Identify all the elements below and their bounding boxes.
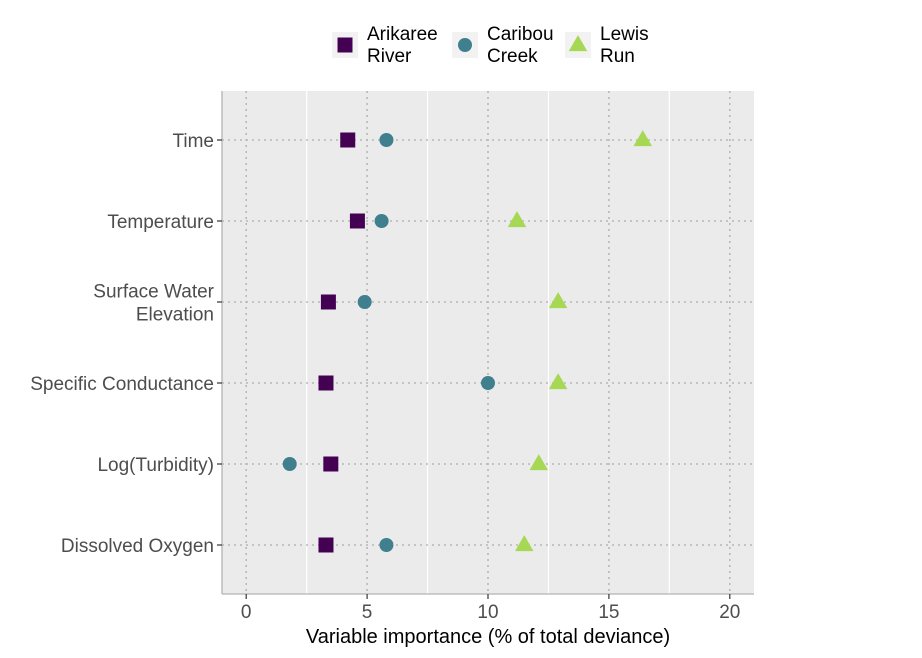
legend-label-line: Arikaree [367,24,438,45]
legend-label: Lewis Run [600,24,649,67]
x-tick-label: 0 [241,602,252,623]
legend-marker-square [337,37,353,53]
data-point-circle [357,295,372,309]
legend-label: Caribou Creek [487,24,554,67]
legend-label-line: Lewis [600,24,649,45]
data-point-triangle [633,130,653,147]
y-tick-label-line: Specific Conductance [30,374,214,395]
data-point-circle [282,457,297,471]
data-point-circle [374,214,389,228]
data-point-circle [379,133,394,147]
y-tick-label-line: Temperature [107,212,214,233]
legend-marker-triangle [568,35,588,52]
x-tick-label: 20 [719,602,740,623]
y-tick-label-line: Log(Turbidity) [97,455,214,476]
data-points [282,130,653,553]
legend-label-line: Caribou [487,24,554,45]
data-point-circle [379,538,394,552]
legend-label-line: River [367,46,412,67]
x-tick-label: 15 [598,602,619,623]
legend-marker-circle [458,38,472,52]
x-axis: 0 5 10 15 20 [222,593,754,623]
data-point-triangle [548,373,568,390]
legend: Arikaree River Caribou Creek Lewis Run [332,24,649,67]
y-tick-label: Surface Water Elevation [93,282,214,326]
y-tick-label: Dissolved Oxygen [61,536,214,557]
data-point-square [318,537,334,553]
x-tick-label: 10 [477,602,498,623]
x-tick-label: 5 [362,602,373,623]
data-point-square [318,375,334,391]
data-point-triangle [507,211,527,228]
legend-label: Arikaree River [367,24,438,67]
data-point-triangle [515,535,534,552]
data-point-circle [481,376,495,390]
x-axis-title: Variable importance (% of total deviance… [306,626,670,648]
plot-panel [222,91,754,594]
y-tick-label: Specific Conductance [30,374,214,395]
data-point-square [349,213,365,229]
y-tick-label-line: Surface Water [93,282,214,303]
legend-label-line: Creek [487,46,538,67]
data-point-triangle [529,454,549,471]
data-point-square [323,456,339,472]
data-point-square [320,294,336,310]
y-tick-label-line: Time [172,131,214,152]
legend-label-line: Run [600,46,635,67]
y-tick-label-line: Elevation [136,305,214,326]
data-point-square [340,132,356,148]
data-point-triangle [548,292,568,309]
y-tick-label-line: Dissolved Oxygen [61,536,214,557]
y-tick-label: Temperature [107,212,214,233]
y-axis: Time Temperature Surface Water Elevation Spe… [30,91,223,594]
y-tick-label: Log(Turbidity) [97,455,214,476]
y-tick-label: Time [172,131,214,152]
